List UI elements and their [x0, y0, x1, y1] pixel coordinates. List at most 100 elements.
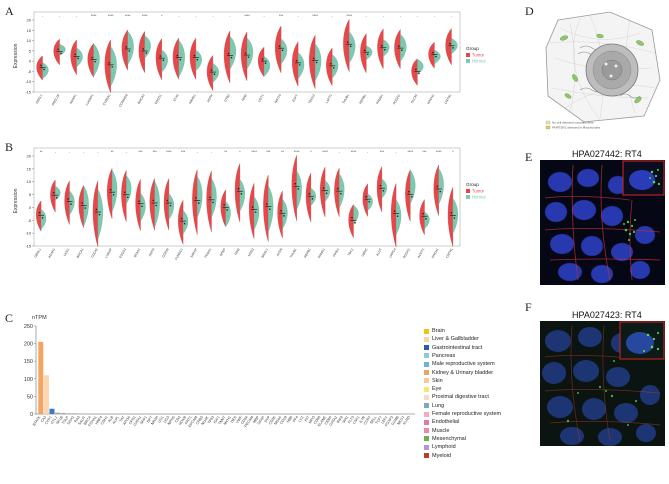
bar-c-xtick-label: IRF8 [336, 415, 344, 424]
violin-a-point [108, 61, 110, 64]
violin-b-xtick-label: KRCH1 [431, 247, 440, 259]
violin-a-point [384, 48, 386, 51]
violin-a-point [329, 62, 332, 65]
violin-a-point [381, 44, 383, 47]
bar-c-xtick-label: KLRD [402, 415, 411, 425]
violin-b-violin-UBRC [362, 183, 373, 217]
violin-a-violin-normal [76, 47, 83, 68]
bar-c-xtick-label: SYP [264, 415, 272, 424]
violin-b-violin-normal [339, 173, 345, 208]
tissue-legend-item: Kidney & Urinary bladder [424, 369, 493, 377]
bar-c-xtick-label: RA3 [74, 415, 81, 423]
violin-a-ytick-label: 20 [27, 18, 32, 23]
violin-b-xtick-label: ALUT [375, 247, 383, 256]
violin-a-xtick-label: PAMD1 [375, 93, 384, 105]
violin-b-ytick-label: -15 [25, 244, 32, 249]
violin-b-xtick-label: OBSL1 [33, 247, 42, 258]
bar-c-bar-TSLP [66, 413, 72, 414]
violin-a-ytick-label: 15 [27, 28, 32, 33]
violin-a-violin-tumor [36, 55, 43, 81]
violin-a-signif: - [383, 14, 385, 18]
violin-b-signif: - [97, 150, 99, 154]
violin-b-ytick-label: 15 [27, 166, 32, 171]
violin-b-violin-normal [424, 211, 430, 230]
tissue-legend-label: Male reproductive system [432, 361, 495, 368]
violin-b-violin-tumor [376, 166, 383, 213]
violin-b-xtick-label: PIHD1 [332, 247, 340, 257]
violin-b-violin-normal [438, 167, 444, 205]
violin-a-point [125, 46, 128, 48]
violin-a-violin-tumor [172, 37, 179, 80]
panel-letter-a: A [5, 4, 14, 18]
violin-a-legend-title: Group [466, 46, 479, 51]
violin-a-point [227, 52, 230, 55]
violin-b-violin-tumor [36, 200, 42, 232]
bar-c-xtick-label: CDH1 [100, 415, 109, 425]
violin-b-point [425, 218, 427, 220]
bar-c-xtick-label: FOXP3 [384, 415, 394, 427]
violin-b-violin-tumor [348, 204, 354, 239]
violin-a-xtick-label: STX5 [172, 93, 180, 102]
violin-b-point [422, 212, 424, 215]
bar-c-xtick-label: NPHS [167, 415, 176, 426]
violin-a-xtick-label: ESFT [291, 93, 299, 102]
violin-a-violin-tumor [394, 29, 401, 70]
violin-b-violin-normal [282, 198, 288, 230]
violin-a-point [432, 51, 434, 54]
bar-c-xtick-label: IGF1 [213, 415, 221, 424]
tissue-legend-label: Mesenchymal [432, 435, 466, 442]
violin-a-violin-tumor [121, 29, 128, 71]
violin-a-violin-tumor [428, 41, 435, 69]
violin-a-violin-OBSL1B [53, 38, 66, 66]
violin-b-point [325, 192, 328, 195]
violin-b-xtick-label: ADAR1 [47, 247, 56, 258]
violin-a-xtick-label: UGT1 [257, 93, 265, 103]
violin-b-violin-normal [296, 170, 302, 210]
bar-c-xtick-label: NUAK [201, 415, 210, 426]
violin-a-signif: *** [279, 14, 284, 18]
violin-a-violin-LURAP1 [87, 43, 100, 78]
violin-b-legend-title: Group [466, 182, 479, 187]
violin-a-signif: **** [244, 14, 250, 18]
bar-c-xtick-label: SPP1 [139, 415, 148, 425]
bar-c-bar-BTATK [38, 341, 44, 414]
violin-a-violin-tumor [360, 33, 367, 74]
violin-a-violin-BRCA2 [138, 31, 151, 73]
violin-b-violin-normal [353, 204, 359, 225]
tissue-legend-swatch [424, 361, 429, 367]
violin-b-point [109, 188, 112, 191]
violin-b-point [195, 197, 197, 199]
bar-c-xtick-label: HNF4 [95, 415, 104, 425]
bar-c-xtick-label: CEBP [324, 415, 333, 426]
violin-b-signif: *** [380, 150, 385, 154]
tissue-legend-item: Muscle [424, 427, 449, 435]
violin-a-signif: - [195, 14, 197, 18]
violin-a-point [145, 52, 148, 54]
violin-b-point [294, 182, 297, 185]
violin-b-violin-BTAS1 [135, 179, 146, 231]
violin-b-signif: - [55, 150, 57, 154]
bar-c-bar-CA3 [43, 375, 49, 414]
violin-a-point [230, 56, 233, 59]
violin-a-point [278, 45, 281, 47]
violin-b-signif: **** [251, 150, 257, 154]
violin-b-xtick-label: TBC1 [347, 247, 355, 256]
cell-legend-2: PAIRTSR2 detected in Mitochondria [552, 126, 600, 130]
violin-b-violin-normal [253, 196, 260, 230]
violin-a-violin-tumor [138, 31, 145, 73]
violin-b-violin-OBSL1 [36, 200, 47, 232]
violin-a-point [57, 48, 59, 51]
tissue-legend-swatch [424, 353, 429, 359]
violin-b-violin-tumor [334, 167, 340, 217]
violin-a-violin-tumor [104, 39, 111, 93]
violin-b-point [351, 216, 353, 219]
tissue-legend: Brain Liver & Gallbladder Gastrointestinal… [424, 327, 534, 462]
violin-a-signif: **** [108, 14, 114, 18]
violin-b-violin-normal [126, 175, 132, 205]
violin-b-violin-normal [225, 200, 231, 227]
violin-a-point [264, 62, 267, 64]
violin-b-xtick-label: BRCA1 [76, 247, 85, 258]
violin-b-point [269, 208, 271, 210]
bar-c-xtick-label: UG3 [163, 415, 171, 423]
violin-b-violin-tumor [135, 179, 141, 231]
